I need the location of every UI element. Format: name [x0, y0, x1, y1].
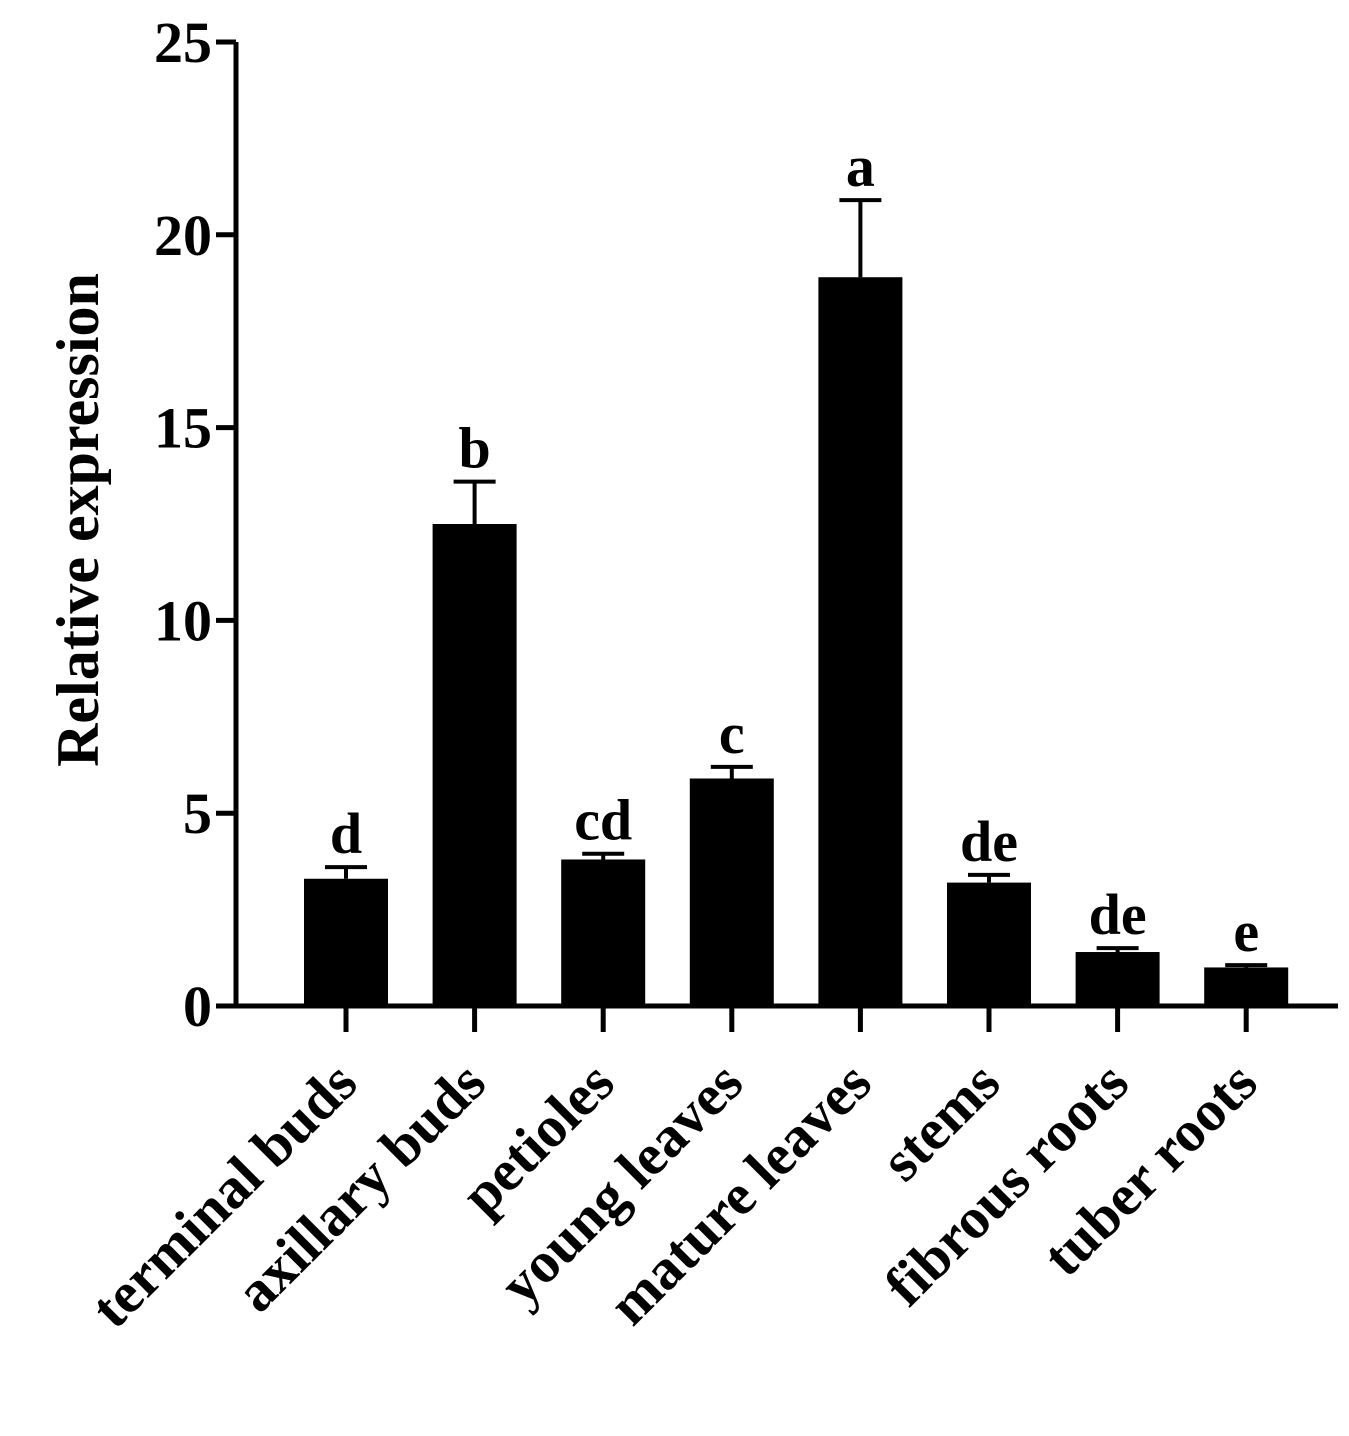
bar: [561, 859, 646, 1006]
y-axis: 0 5 10 15 20 25: [154, 10, 239, 1039]
significance-label: a: [846, 134, 875, 199]
error-bars: [325, 198, 1268, 968]
x-axis: [233, 1003, 1338, 1032]
y-tick-label: 15: [154, 396, 212, 461]
y-tick-label: 0: [183, 974, 212, 1039]
bar: [818, 277, 903, 1006]
significance-label: e: [1233, 899, 1259, 964]
significance-label: b: [458, 416, 490, 481]
y-axis-label: Relative expression: [45, 273, 111, 767]
bars: [304, 277, 1289, 1006]
y-tick-label: 5: [183, 781, 212, 846]
bar: [304, 878, 388, 1006]
significance-label: de: [960, 809, 1018, 874]
significance-label: de: [1089, 882, 1147, 947]
significance-label: c: [719, 701, 745, 766]
bar: [947, 882, 1031, 1006]
bar: [1075, 952, 1160, 1006]
bar: [689, 778, 774, 1006]
bar: [432, 524, 517, 1006]
significance-label: cd: [574, 788, 632, 853]
significance-labels: d b cd c a de de e: [330, 134, 1259, 964]
significance-label: d: [330, 801, 362, 866]
y-tick-label: 25: [154, 10, 212, 75]
y-tick-label: 20: [154, 203, 212, 268]
bar: [1204, 967, 1289, 1006]
y-tick-label: 10: [154, 588, 212, 653]
